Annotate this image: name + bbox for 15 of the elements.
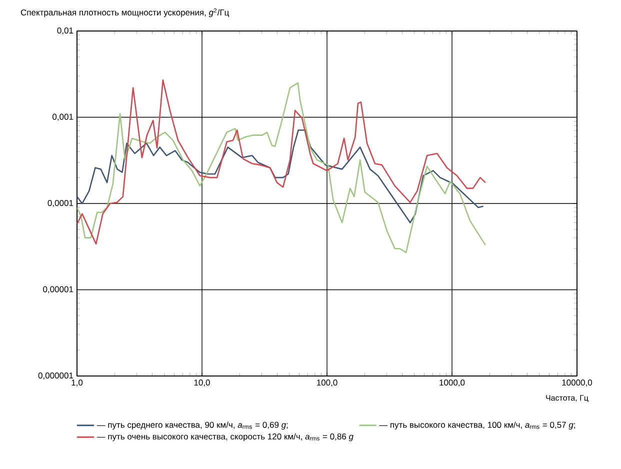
x-tick-label: 1000,0 <box>440 380 465 387</box>
y-tick-label: 0,0001 <box>48 200 74 208</box>
legend-label: — путь среднего качества, 90 км/ч, a$_{rms}$ = 0,69 g; <box>96 422 288 430</box>
legend-label: — путь высокого качества, 100 км/ч, a$_{rms}$ = 0,57 g; <box>379 422 575 430</box>
y-tick-label: 0,01 <box>57 28 74 35</box>
x-tick-label: 1,0 <box>72 380 83 387</box>
y-tick-label: 0,001 <box>52 114 74 121</box>
x-axis-title: Частота, Гц <box>546 395 588 402</box>
y-axis-title: Спектральная плотность мощности ускорения, g$^{2}$/Гц <box>20 8 229 18</box>
x-tick-label: 10,0 <box>194 380 210 387</box>
y-tick-label: 0,00001 <box>43 286 74 294</box>
legend-label: — путь очень высокого качества, скорость 120 км/ч, a$_{rms}$ = 0,86 g <box>96 433 354 442</box>
y-tick-label: 0,000001 <box>38 372 74 380</box>
x-tick-label: 10000,0 <box>562 380 592 387</box>
x-tick-label: 100,0 <box>317 380 338 387</box>
